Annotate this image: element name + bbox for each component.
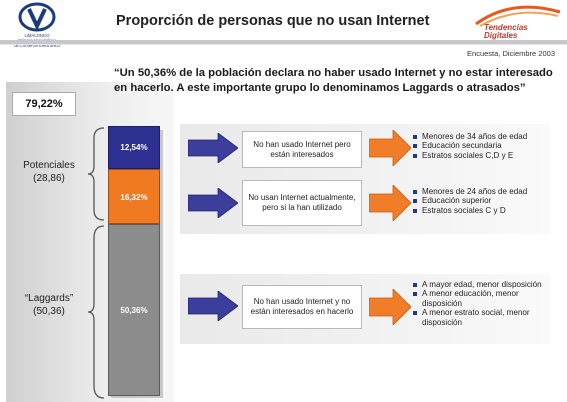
- row-3-bullet-3: A menor estrato social, menor disposició…: [412, 308, 542, 327]
- laggards-brace: [87, 225, 105, 399]
- cavecom-logo-icon: [18, 2, 56, 32]
- header-rule: [0, 40, 567, 44]
- row-3-bullet-1: A mayor edad, menor disposición: [412, 280, 542, 289]
- tendencias-digitales-logo: Tendencias Digitales: [472, 4, 562, 44]
- bar-segment-label-used-before: 16,32%: [120, 192, 148, 202]
- source-note: Encuesta, Diciembre 2003: [467, 49, 555, 58]
- swoosh-icon: [475, 5, 561, 27]
- row-3-description: No han usado Internet y no están interes…: [242, 285, 362, 329]
- laggards-value: (50,36): [33, 306, 65, 317]
- row-2-description-text: No usan Internet actualmente, pero si la…: [248, 193, 356, 212]
- logo-right-line-1: Tendencias: [484, 23, 528, 32]
- row-1-blue-arrow-icon: [188, 133, 238, 163]
- row-2-blue-arrow-icon: [188, 188, 238, 218]
- row-2-description: No usan Internet actualmente, pero si la…: [242, 180, 362, 226]
- quote-text: “Un 50,36% de la población declara no ha…: [114, 67, 553, 94]
- row-2-bullet-3: Estratos sociales C y D: [412, 206, 557, 215]
- page-title: Proporción de personas que no usan Inter…: [116, 13, 430, 29]
- row-3-blue-arrow-icon: [188, 291, 238, 321]
- header-rule-light: [0, 44, 567, 45]
- row-1-bullet-1: Menores de 34 años de edad: [412, 132, 557, 141]
- total-label: 79,22%: [12, 92, 76, 116]
- bar-segment-interested: 12,54%: [108, 126, 160, 169]
- row-1-bullet-2: Educación secundaria: [412, 141, 557, 150]
- row-potenciales-bg: [180, 124, 550, 234]
- row-3-description-text: No han usado Internet y no están interes…: [250, 297, 354, 316]
- laggards-title: “Laggards”: [24, 293, 74, 304]
- row-2-bullet-1: Menores de 24 años de edad: [412, 187, 557, 196]
- laggards-label: “Laggards” (50,36): [10, 292, 88, 318]
- bar-segment-laggards: 50,36%: [108, 224, 160, 396]
- row-1-description: No han usado Internet pero están interes…: [242, 131, 362, 168]
- logo-right-line-2: Digitales: [484, 31, 518, 40]
- row-1-bullets: Menores de 34 años de edad Educación sec…: [412, 132, 557, 160]
- logo-left-line-1: LIMALONGO: [24, 33, 50, 38]
- logo-left-line-3: de Comercio Electrónico: [14, 43, 60, 48]
- row-2-bullet-2: Educación superior: [412, 196, 557, 205]
- bar-segment-label-laggards: 50,36%: [120, 306, 148, 316]
- bar-segment-used-before: 16,32%: [108, 168, 160, 225]
- bar-segment-label-interested: 12,54%: [120, 143, 148, 153]
- row-1-description-text: No han usado Internet pero están interes…: [253, 139, 351, 159]
- row-1-bullet-3: Estratos sociales C,D y E: [412, 151, 557, 160]
- row-3-orange-arrow-icon: [369, 289, 411, 325]
- row-1-orange-arrow-icon: [369, 130, 411, 166]
- potenciales-title: Potenciales: [23, 160, 75, 171]
- row-3-bullet-2: A menor educación, menor disposición: [412, 289, 542, 308]
- potenciales-value: (28,86): [33, 173, 65, 184]
- row-3-bullets: A mayor edad, menor disposición A menor …: [412, 280, 542, 327]
- potenciales-brace: [87, 127, 105, 221]
- potenciales-label: Potenciales (28,86): [10, 159, 88, 185]
- row-2-orange-arrow-icon: [369, 185, 411, 221]
- row-2-bullets: Menores de 24 años de edad Educación sup…: [412, 187, 557, 215]
- row-laggards-bg: [180, 274, 550, 344]
